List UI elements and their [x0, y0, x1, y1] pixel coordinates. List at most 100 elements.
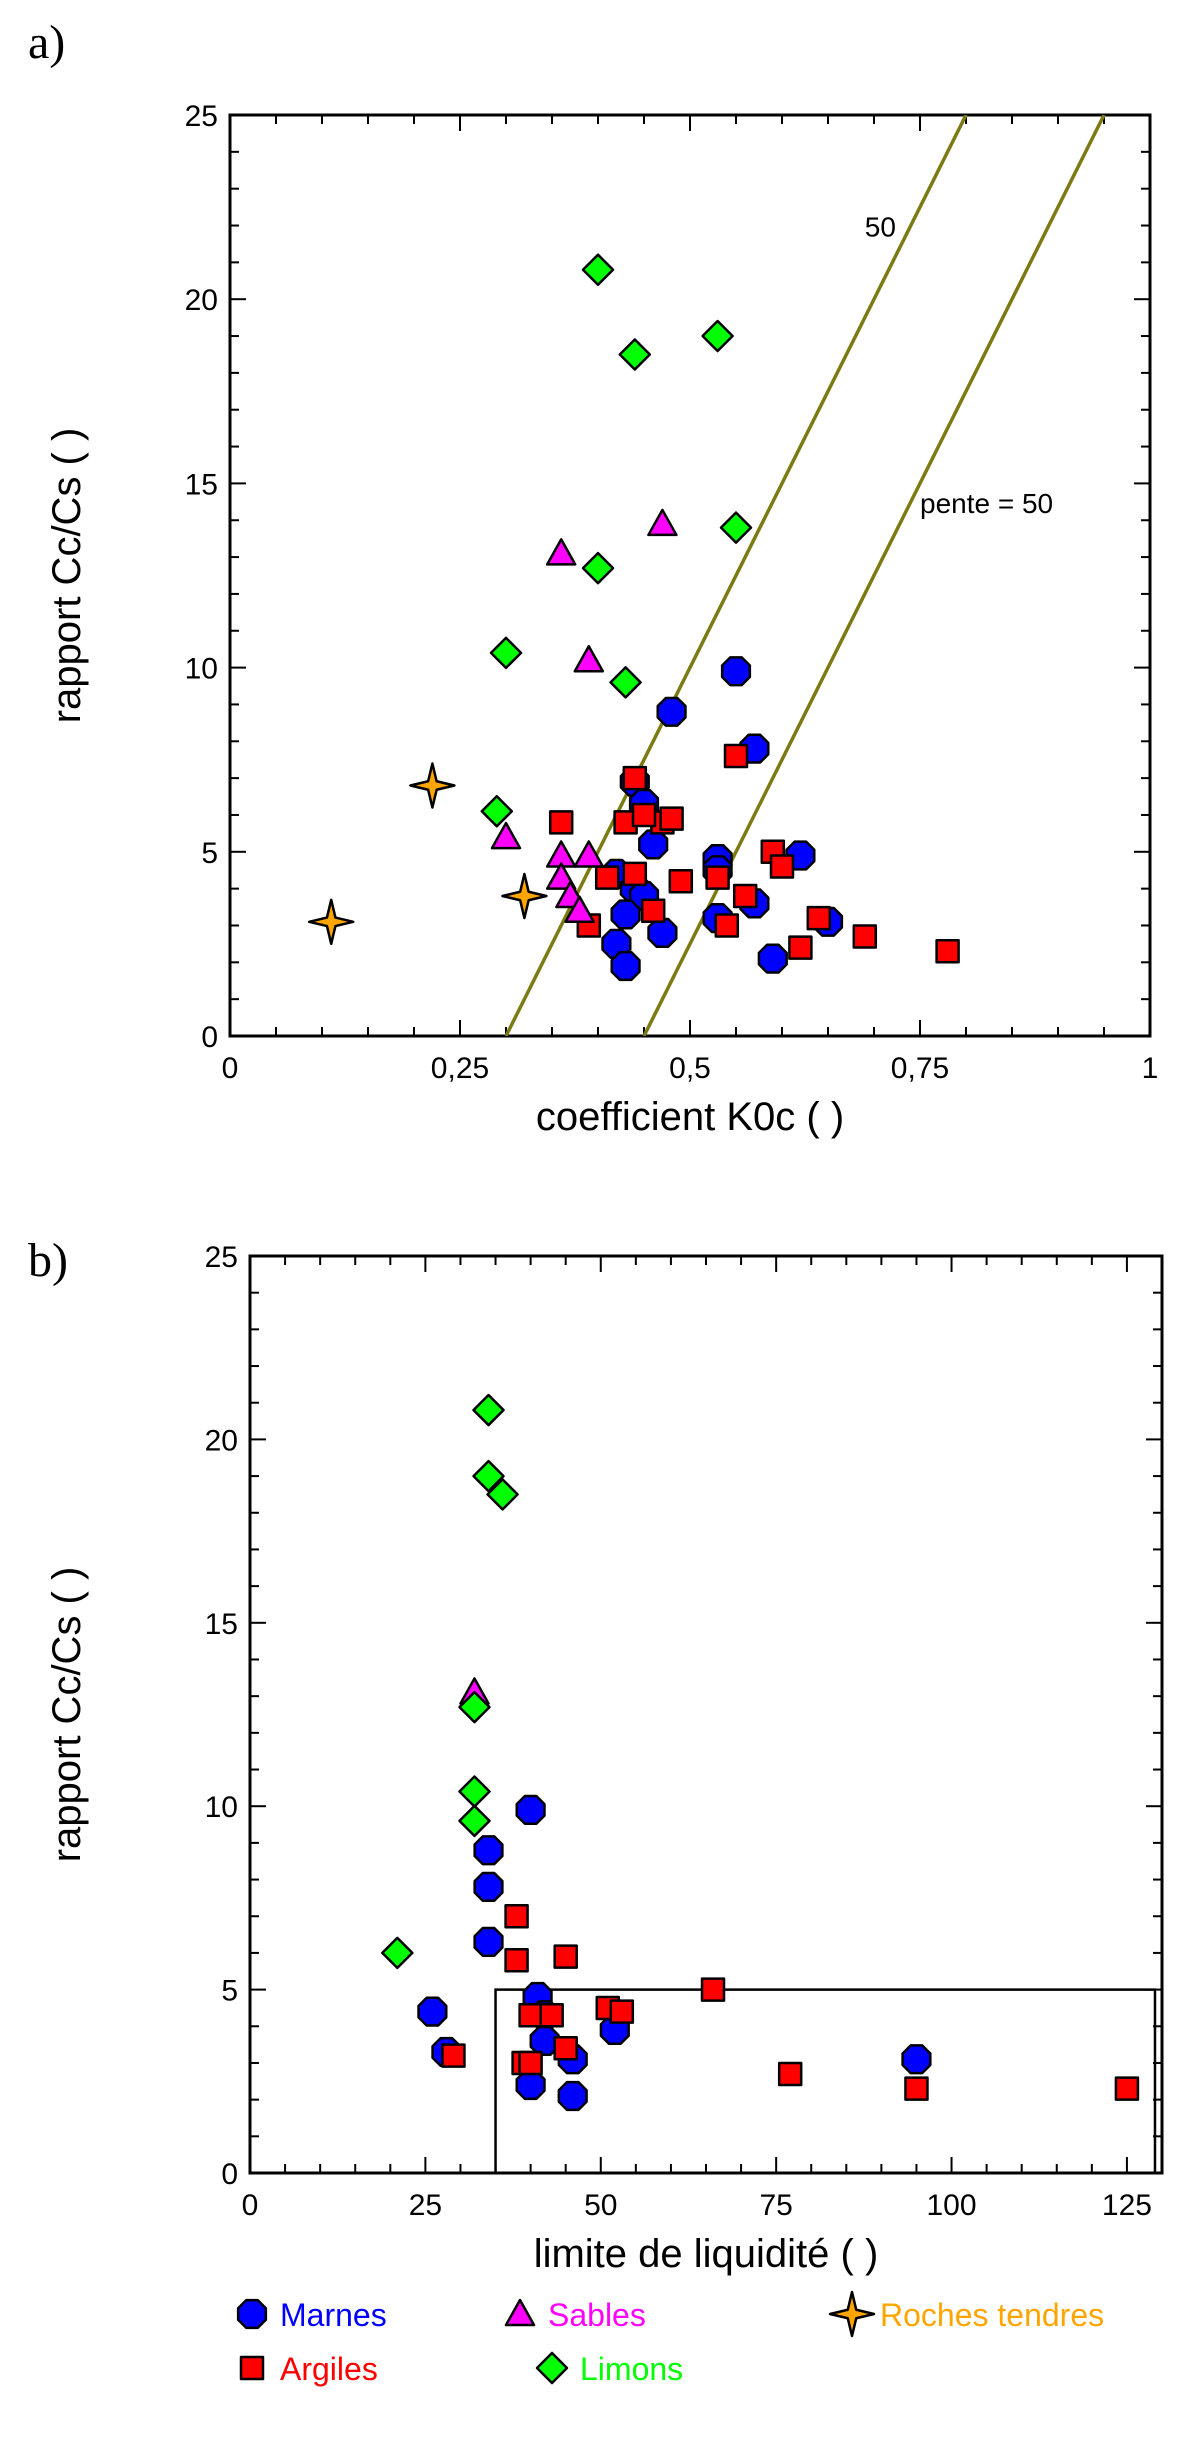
data-point	[610, 899, 641, 930]
data-point	[504, 1903, 529, 1929]
x-axis-label: coefficient K0c ( )	[536, 1095, 844, 1139]
data-point	[557, 2080, 588, 2112]
y-tick-label: 20	[185, 284, 218, 317]
data-point	[901, 2044, 932, 2075]
data-point	[573, 644, 605, 673]
data-point	[723, 743, 749, 769]
data-point	[501, 872, 548, 920]
y-tick-label: 15	[205, 1608, 238, 1641]
series-roches-tendres	[307, 762, 548, 946]
slope-line	[504, 115, 968, 1036]
data-point	[719, 511, 753, 544]
data-point	[515, 1794, 546, 1825]
y-axis-label: rapport Cc/Cs ( )	[45, 428, 89, 724]
data-point	[1114, 2076, 1140, 2101]
data-point	[581, 551, 615, 585]
x-tick-label: 125	[1102, 2189, 1152, 2222]
series-limons	[480, 253, 753, 828]
data-point	[852, 924, 878, 949]
data-point	[473, 1871, 504, 1902]
data-point	[553, 2036, 578, 2061]
legend-marker	[535, 2351, 569, 2385]
data-point	[618, 338, 652, 371]
legend-marker	[239, 2355, 265, 2381]
data-point	[714, 913, 740, 938]
legend-item: Roches tendres	[828, 2290, 1104, 2338]
data-point	[553, 1944, 578, 1969]
data-point	[518, 2050, 543, 2076]
series-sables	[490, 508, 678, 923]
data-point	[647, 917, 678, 948]
series-limons	[381, 1393, 519, 1970]
legend-item: Marnes	[236, 2297, 387, 2333]
x-tick-label: 75	[759, 2189, 792, 2222]
data-point	[594, 865, 620, 890]
data-point	[472, 1459, 505, 1493]
data-point	[564, 895, 595, 923]
region-box	[494, 1988, 1157, 2173]
data-point	[529, 2025, 560, 2057]
line-annotation: pente = 50	[920, 488, 1053, 519]
data-point	[381, 1936, 414, 1970]
data-point	[610, 950, 641, 982]
data-point	[545, 538, 577, 566]
y-tick-label: 15	[185, 468, 218, 501]
y-tick-label: 5	[201, 837, 218, 870]
legend-marker	[236, 2298, 268, 2330]
plot-frame	[228, 113, 1152, 1038]
data-point	[732, 883, 758, 909]
data-point	[622, 765, 648, 791]
data-point	[904, 2076, 929, 2101]
legend-item: Sables	[504, 2297, 646, 2333]
legend-item: Argiles	[239, 2351, 378, 2387]
data-point	[631, 802, 657, 828]
legend-label: Roches tendres	[880, 2297, 1104, 2333]
data-point	[769, 854, 795, 879]
data-point	[720, 656, 752, 687]
data-point	[458, 1690, 491, 1724]
data-point	[417, 1996, 448, 2027]
y-tick-label: 25	[185, 100, 218, 133]
x-tick-label: 100	[927, 2189, 977, 2222]
data-point	[622, 861, 648, 887]
y-tick-label: 5	[221, 1975, 238, 2008]
data-point	[486, 1478, 519, 1511]
legend-label: Sables	[548, 2297, 646, 2333]
data-point	[458, 1775, 491, 1808]
series-argiles	[441, 1903, 1140, 2101]
data-point	[489, 636, 523, 670]
y-tick-label: 0	[221, 2158, 238, 2191]
x-tick-label: 0,25	[431, 1052, 489, 1085]
data-point	[490, 821, 522, 850]
data-point	[638, 829, 669, 860]
plot-frame	[248, 1254, 1164, 2175]
line-annotation: 50	[865, 212, 896, 243]
data-point	[458, 1804, 491, 1838]
data-point	[705, 865, 730, 890]
data-point	[548, 810, 574, 835]
y-tick-label: 10	[185, 653, 218, 686]
data-point	[700, 1977, 726, 2002]
data-point	[640, 898, 666, 923]
legend-marker	[504, 2298, 536, 2327]
data-point	[757, 943, 788, 974]
x-tick-label: 0	[222, 1052, 239, 1085]
data-point	[935, 939, 960, 964]
data-point	[441, 2043, 466, 2068]
data-point	[473, 1835, 504, 1866]
data-point	[656, 696, 687, 727]
data-point	[473, 1926, 504, 1958]
data-point	[518, 2003, 543, 2028]
data-point	[573, 840, 605, 868]
data-point	[788, 935, 813, 960]
x-tick-label: 1	[1142, 1052, 1159, 1085]
data-point	[307, 898, 355, 946]
legend: Marnes Sables Roches tendres Argiles Limons	[236, 2290, 1104, 2387]
data-point	[581, 253, 615, 286]
data-point	[545, 862, 577, 890]
y-tick-label: 10	[205, 1791, 238, 1824]
panel-b: 0 25 50 75 100 125 0 5 10 15 20 25 limite de liquidi…	[28, 1234, 1164, 2276]
data-point	[806, 905, 832, 931]
data-point	[472, 1393, 505, 1427]
